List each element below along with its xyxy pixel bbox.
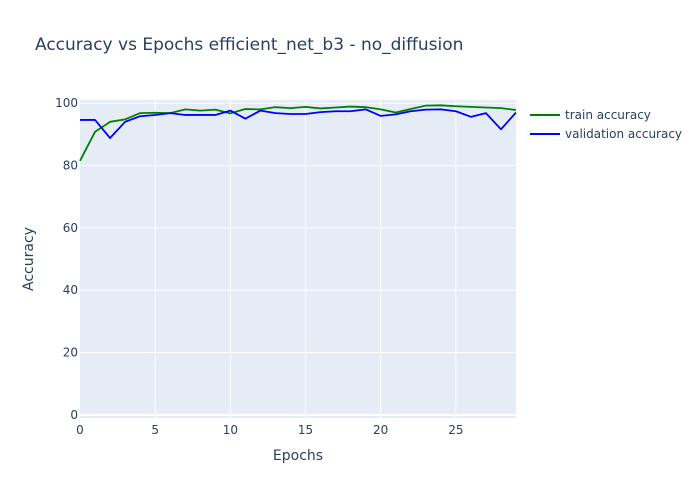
x-gridlines — [154, 100, 457, 418]
y-tick-labels: 0 20 40 60 80 100 — [55, 96, 78, 422]
x-tick-label: 25 — [448, 423, 463, 437]
legend-label: validation accuracy — [565, 127, 682, 141]
x-axis-label: Epochs — [273, 448, 323, 464]
chart-title: Accuracy vs Epochs efficient_net_b3 - no… — [35, 35, 463, 55]
series-line-validation-accuracy — [80, 108, 517, 139]
y-tick-label: 0 — [70, 408, 78, 422]
legend[interactable]: train accuracy validation accuracy — [530, 108, 682, 141]
series-line-train-accuracy — [79, 104, 517, 162]
series-lines — [79, 104, 517, 162]
x-tick-label: 20 — [373, 423, 388, 437]
y-tick-label: 20 — [63, 346, 78, 360]
plot-area — [80, 100, 516, 418]
x-tick-label: 0 — [76, 423, 84, 437]
y-tick-label: 100 — [55, 96, 78, 110]
x-tick-labels: 0 5 10 15 20 25 — [76, 423, 463, 437]
x-tick-label: 5 — [151, 423, 159, 437]
legend-label: train accuracy — [565, 108, 651, 122]
y-tick-label: 60 — [63, 221, 78, 235]
y-tick-label: 40 — [63, 283, 78, 297]
y-axis-label: Accuracy — [21, 227, 37, 291]
y-gridlines — [80, 102, 516, 416]
y-tick-label: 80 — [63, 158, 78, 172]
legend-item-validation-accuracy[interactable]: validation accuracy — [530, 127, 682, 141]
x-tick-label: 10 — [223, 423, 238, 437]
legend-item-train-accuracy[interactable]: train accuracy — [530, 108, 651, 122]
x-tick-label: 15 — [298, 423, 313, 437]
